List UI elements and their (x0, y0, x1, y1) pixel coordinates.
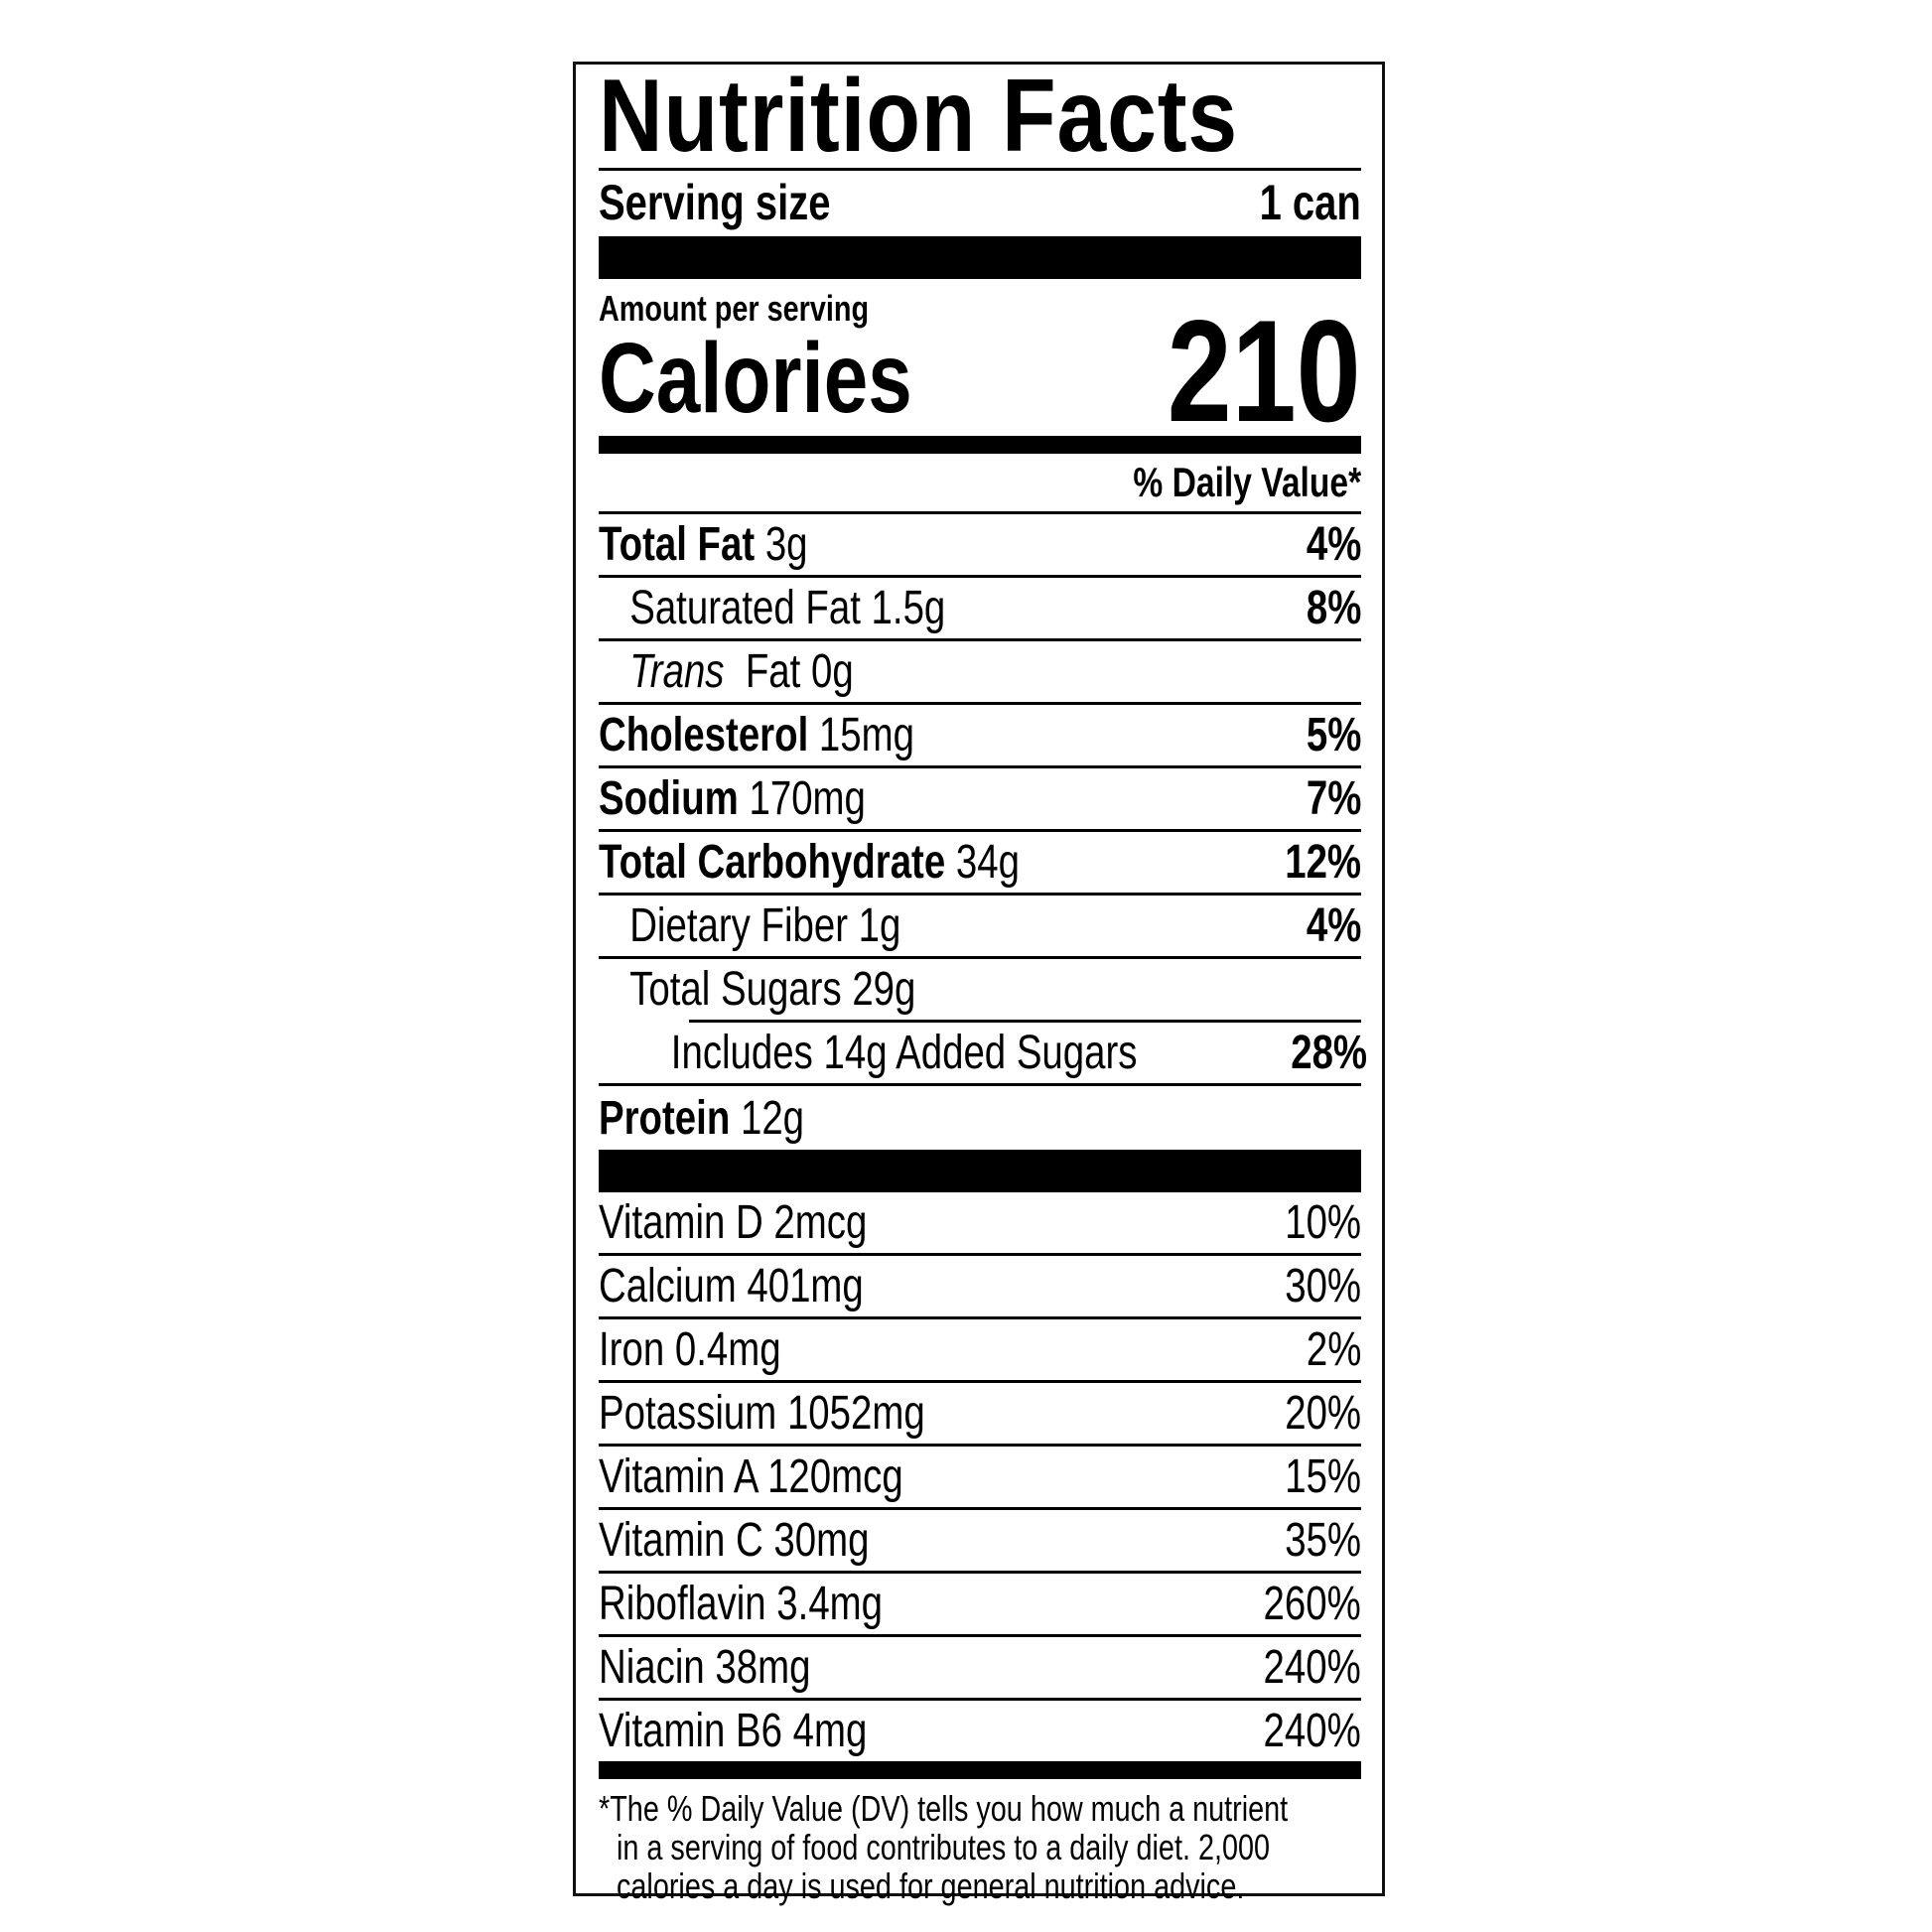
serving-size-value: 1 can (1259, 175, 1361, 230)
divider (599, 168, 1361, 171)
serving-size-label: Serving size (599, 175, 831, 230)
vitamin-dv: 240% (1263, 1705, 1361, 1757)
sugars-group: Total Sugars 29g (599, 959, 1361, 1023)
nutrient-row-trans-fat: Trans Fat 0g (599, 641, 1361, 705)
daily-value-header: % Daily Value* (1133, 459, 1361, 505)
vitamin-row: Vitamin C 30mg 35% (599, 1510, 1361, 1574)
vitamin-dv: 30% (1285, 1260, 1361, 1312)
vitamin-label: Potassium 1052mg (599, 1387, 925, 1440)
vitamin-label: Vitamin B6 4mg (599, 1705, 868, 1757)
vitamins-list: Vitamin D 2mcg 10% Calcium 401mg 30% Iron 0.… (599, 1192, 1361, 1764)
vitamin-label: Niacin 38mg (599, 1641, 811, 1694)
divider (689, 1020, 1361, 1023)
vitamin-row: Vitamin D 2mcg 10% (599, 1192, 1361, 1256)
vitamin-label: Iron 0.4mg (599, 1323, 781, 1376)
nutrient-row-cholesterol: Cholesterol 15mg 5% (599, 705, 1361, 768)
nutrient-row-sodium: Sodium 170mg 7% (599, 768, 1361, 832)
nutrient-row-saturated-fat: Saturated Fat 1.5g 8% (599, 578, 1361, 641)
calories-value: 210 (1168, 290, 1361, 452)
nutrient-row-total-carbohydrate: Total Carbohydrate 34g 12% (599, 832, 1361, 896)
thick-divider (599, 236, 1361, 279)
medium-divider (599, 436, 1361, 454)
vitamin-row: Iron 0.4mg 2% (599, 1319, 1361, 1383)
vitamin-row: Vitamin A 120mcg 15% (599, 1447, 1361, 1510)
vitamin-dv: 20% (1285, 1387, 1361, 1440)
calories-row: Calories 210 (599, 299, 1361, 444)
label-title: Nutrition Facts (599, 59, 1238, 174)
nutrient-row-total-sugars: Total Sugars 29g (629, 963, 916, 1016)
nutrient-row-dietary-fiber: Dietary Fiber 1g 4% (599, 896, 1361, 959)
vitamin-dv: 10% (1285, 1196, 1361, 1249)
vitamin-dv: 15% (1285, 1450, 1361, 1503)
vitamin-row: Riboflavin 3.4mg 260% (599, 1574, 1361, 1637)
footnote: *The % Daily Value (DV) tells you how mu… (599, 1788, 1289, 1906)
vitamin-label: Vitamin D 2mcg (599, 1196, 868, 1249)
vitamin-dv: 240% (1263, 1641, 1361, 1694)
vitamin-dv: 260% (1263, 1578, 1361, 1630)
nutrition-facts-label: Nutrition Facts Serving size 1 can Amoun… (573, 59, 1385, 1905)
amount-per-serving: Amount per serving (599, 288, 870, 329)
serving-size-row: Serving size 1 can (599, 171, 1361, 234)
vitamin-label: Vitamin C 30mg (599, 1514, 870, 1567)
vitamin-label: Calcium 401mg (599, 1260, 864, 1312)
nutrient-row-protein: Protein 12g (599, 1091, 805, 1145)
vitamin-row: Potassium 1052mg 20% (599, 1383, 1361, 1447)
thick-divider (599, 1150, 1361, 1192)
medium-divider (599, 1761, 1361, 1779)
vitamin-row: Vitamin B6 4mg 240% (599, 1701, 1361, 1764)
vitamin-label: Vitamin A 120mcg (599, 1450, 903, 1503)
vitamin-row: Calcium 401mg 30% (599, 1256, 1361, 1319)
vitamin-row: Niacin 38mg 240% (599, 1637, 1361, 1701)
vitamin-label: Riboflavin 3.4mg (599, 1578, 884, 1630)
nutrient-row-total-fat: Total Fat 3g 4% (599, 514, 1361, 578)
calories-label: Calories (599, 323, 912, 434)
vitamin-dv: 35% (1285, 1514, 1361, 1567)
vitamin-dv: 2% (1306, 1323, 1362, 1376)
divider (599, 511, 1361, 514)
nutrient-row-added-sugars: Includes 14g Added Sugars 28% (599, 1023, 1367, 1086)
